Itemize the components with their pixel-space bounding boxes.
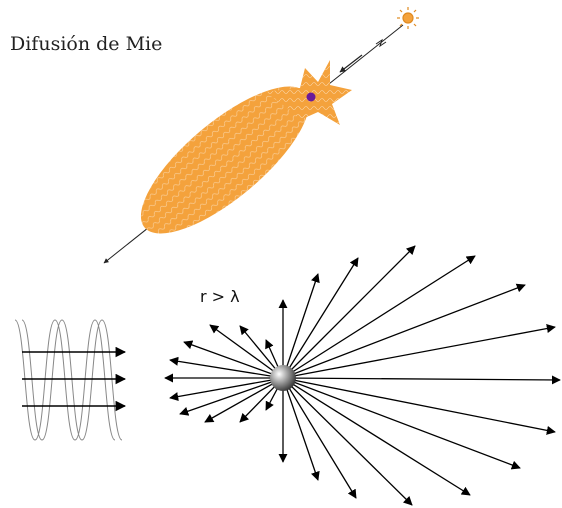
ray — [282, 377, 521, 470]
break-mark — [375, 38, 387, 48]
particle — [306, 92, 316, 102]
incident-arrow — [339, 54, 363, 73]
sun — [397, 7, 419, 29]
ray — [204, 377, 284, 423]
ray — [282, 377, 471, 496]
title: Difusión de Mie — [10, 33, 162, 55]
sphere — [270, 365, 296, 391]
ray — [282, 257, 359, 379]
ray — [282, 377, 320, 481]
waves — [14, 319, 123, 441]
ray — [282, 273, 320, 379]
scattered-rays — [164, 245, 561, 506]
ray — [282, 377, 413, 506]
ray — [282, 255, 476, 379]
ray — [183, 340, 284, 379]
size-label: r > λ — [200, 287, 240, 306]
ray — [169, 377, 284, 402]
ray — [282, 324, 556, 379]
ray — [282, 377, 357, 499]
scatter-lobe — [140, 60, 352, 234]
ray — [282, 375, 561, 385]
incident-rays — [22, 346, 127, 412]
ray — [169, 356, 284, 379]
ray — [282, 245, 416, 379]
ray — [179, 377, 284, 416]
ray — [209, 324, 284, 379]
ray — [282, 283, 526, 379]
ray — [282, 377, 556, 435]
